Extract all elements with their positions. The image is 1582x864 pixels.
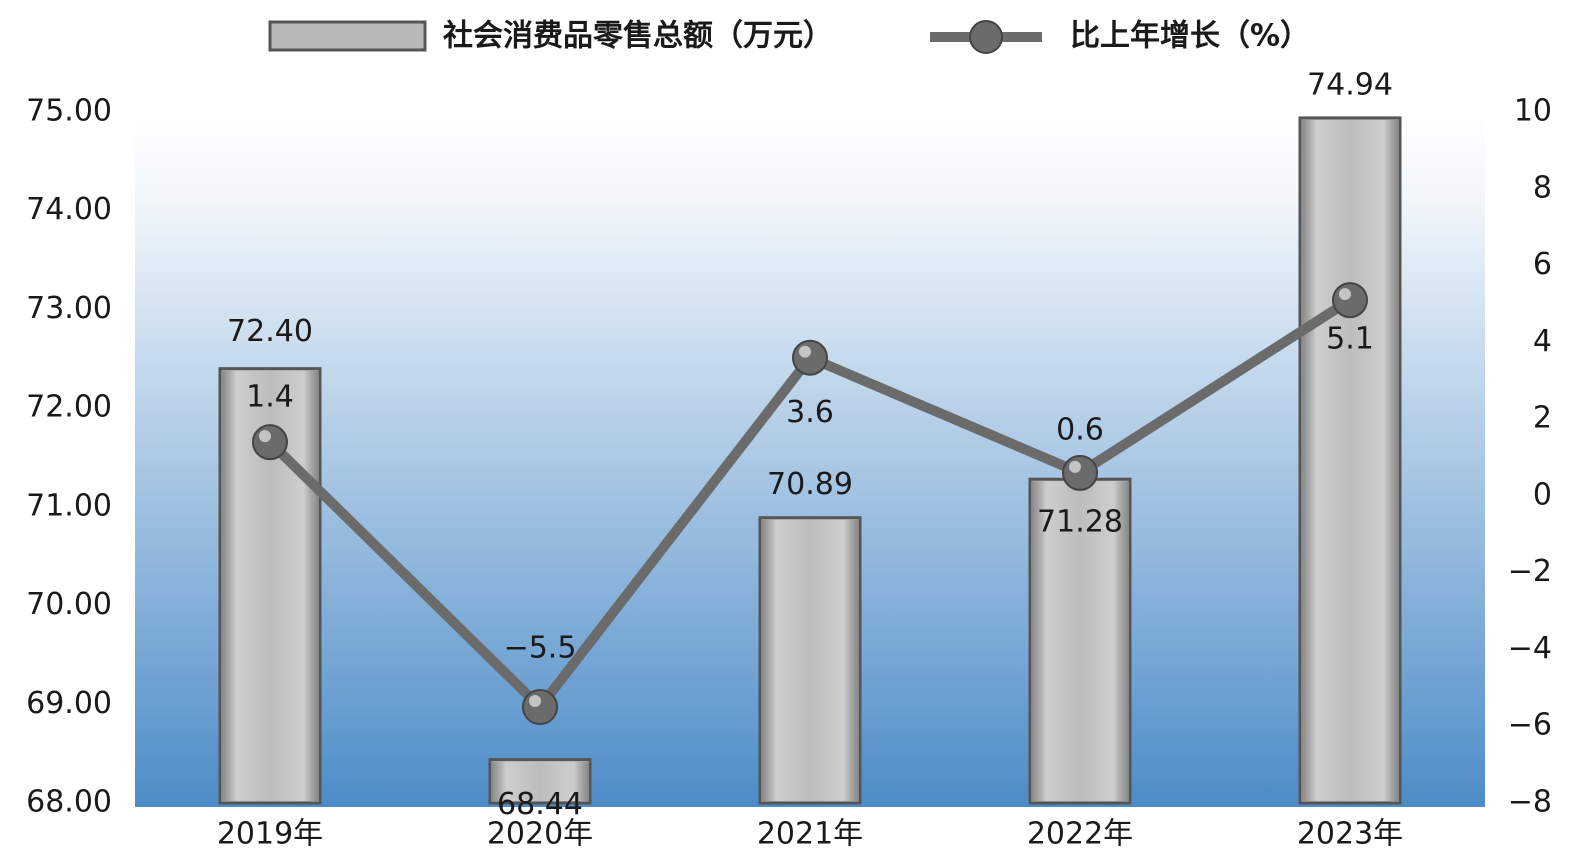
x-tick-label: 2019年: [217, 817, 323, 852]
marker-highlight: [799, 345, 811, 358]
line-marker: [252, 424, 288, 461]
y2-tick-label: −2: [1508, 554, 1552, 589]
y2-tick-label: 10: [1514, 94, 1552, 129]
y-tick-label: 68.00: [26, 785, 112, 820]
bar-value-label: 72.40: [227, 314, 313, 349]
y2-tick-label: −4: [1508, 631, 1552, 666]
legend-swatch: [268, 20, 427, 52]
y-tick-label: 74.00: [26, 192, 112, 227]
bar-shine: [1302, 119, 1398, 802]
legend-swatch: [969, 20, 1003, 54]
legend-label: 比上年增长（%）: [1070, 19, 1310, 54]
y-tick-label: 73.00: [26, 291, 112, 326]
marker-highlight: [529, 695, 541, 708]
bar-value-label: 71.28: [1037, 505, 1123, 540]
marker-highlight: [259, 430, 271, 443]
line-value-label: 0.6: [1056, 412, 1104, 447]
legend-label: 社会消费品零售总额（万元）: [443, 19, 833, 54]
bar-value-label: 70.89: [767, 467, 853, 502]
x-tick-label: 2023年: [1297, 817, 1403, 852]
line-value-label: 3.6: [786, 395, 834, 430]
line-marker: [522, 689, 558, 726]
line-value-label: −5.5: [504, 631, 577, 666]
y-tick-label: 70.00: [26, 587, 112, 622]
marker-highlight: [1339, 288, 1351, 301]
line-value-label: 1.4: [246, 380, 294, 415]
bar-value-label: 74.94: [1307, 67, 1393, 102]
line-marker: [1332, 282, 1368, 319]
y-tick-label: 69.00: [26, 686, 112, 721]
marker-highlight: [1069, 460, 1081, 473]
y-tick-label: 72.00: [26, 390, 112, 425]
y2-tick-label: −6: [1508, 708, 1552, 743]
bar-shine: [1032, 481, 1128, 801]
y-tick-label: 71.00: [26, 488, 112, 523]
y2-tick-label: 4: [1533, 324, 1552, 359]
y2-tick-label: 2: [1533, 401, 1552, 436]
line-value-label: 5.1: [1326, 322, 1374, 357]
y2-tick-label: 6: [1533, 247, 1552, 282]
line-marker: [1062, 454, 1098, 491]
y2-tick-label: 8: [1533, 170, 1552, 205]
y2-tick-label: 0: [1533, 477, 1552, 512]
x-tick-label: 2020年: [487, 817, 593, 852]
bar-shine: [492, 761, 588, 801]
y-tick-label: 75.00: [26, 94, 112, 129]
bar-value-label: 68.44: [497, 787, 583, 822]
bar-shine: [762, 519, 858, 801]
x-tick-label: 2022年: [1027, 817, 1133, 852]
y2-tick-label: −8: [1508, 785, 1552, 820]
line-marker: [792, 339, 828, 376]
x-tick-label: 2021年: [757, 817, 863, 852]
